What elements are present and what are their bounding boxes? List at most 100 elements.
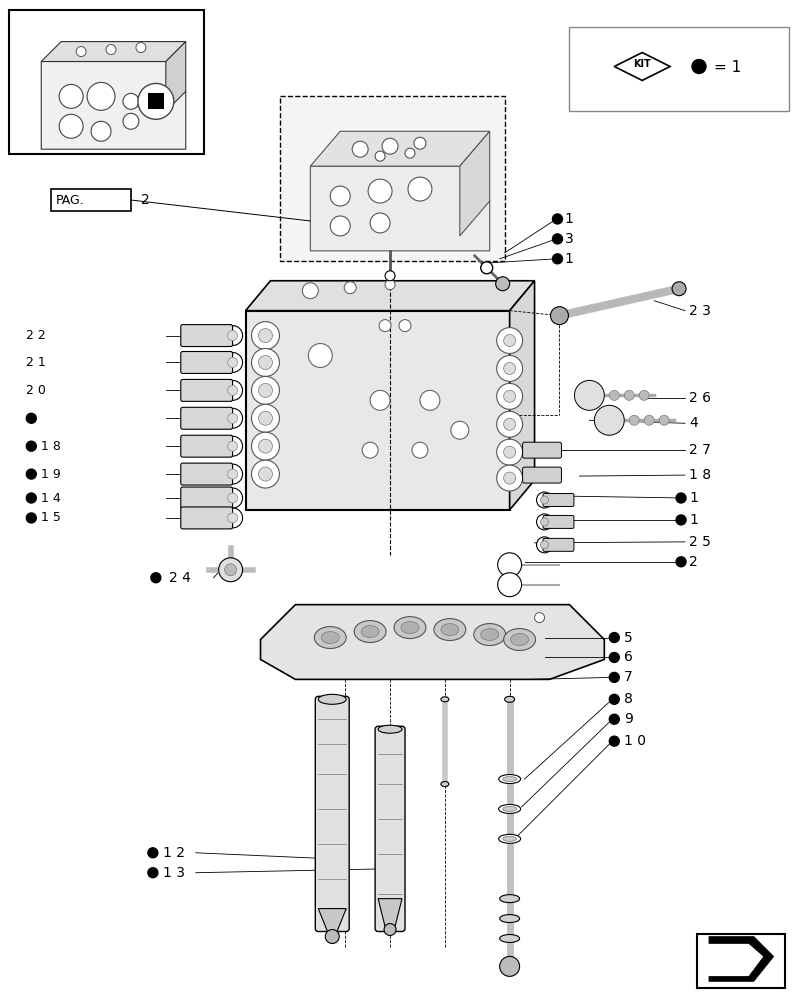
Ellipse shape (480, 629, 498, 641)
FancyBboxPatch shape (522, 442, 560, 458)
Circle shape (222, 436, 242, 456)
Circle shape (497, 573, 521, 597)
Circle shape (227, 513, 238, 523)
Circle shape (222, 488, 242, 508)
Ellipse shape (502, 806, 516, 811)
Circle shape (579, 385, 599, 405)
Circle shape (148, 868, 157, 878)
Circle shape (251, 404, 279, 432)
Circle shape (352, 141, 367, 157)
Circle shape (496, 383, 522, 409)
Circle shape (379, 320, 391, 332)
Circle shape (122, 93, 139, 109)
Circle shape (382, 138, 397, 154)
Polygon shape (310, 166, 489, 251)
Circle shape (407, 177, 431, 201)
Polygon shape (378, 899, 401, 927)
FancyBboxPatch shape (569, 27, 787, 111)
Polygon shape (509, 281, 534, 510)
FancyBboxPatch shape (280, 96, 504, 261)
Circle shape (330, 186, 350, 206)
FancyBboxPatch shape (148, 93, 164, 109)
Circle shape (503, 418, 515, 430)
Circle shape (638, 390, 648, 400)
Circle shape (76, 47, 86, 57)
Circle shape (480, 262, 492, 274)
Circle shape (643, 415, 654, 425)
FancyBboxPatch shape (181, 507, 232, 529)
Circle shape (414, 137, 426, 149)
FancyBboxPatch shape (543, 494, 573, 506)
Circle shape (384, 271, 394, 281)
FancyBboxPatch shape (543, 515, 573, 528)
Polygon shape (310, 131, 489, 166)
Circle shape (536, 537, 551, 553)
Circle shape (608, 714, 619, 724)
Circle shape (419, 390, 440, 410)
Circle shape (411, 442, 427, 458)
Ellipse shape (498, 775, 520, 784)
Ellipse shape (314, 627, 345, 648)
Ellipse shape (440, 782, 448, 787)
Text: 1: 1 (564, 252, 573, 266)
Ellipse shape (321, 632, 339, 644)
Text: 2 3: 2 3 (689, 304, 710, 318)
Polygon shape (614, 53, 669, 80)
Circle shape (26, 469, 36, 479)
Circle shape (608, 672, 619, 682)
Circle shape (222, 326, 242, 346)
Circle shape (536, 492, 551, 508)
Circle shape (227, 441, 238, 451)
FancyBboxPatch shape (375, 726, 405, 932)
Circle shape (308, 344, 332, 367)
Circle shape (495, 277, 509, 291)
Ellipse shape (473, 624, 505, 646)
Circle shape (550, 307, 568, 325)
Circle shape (676, 515, 685, 525)
Circle shape (151, 573, 161, 583)
Text: 1 5: 1 5 (41, 511, 61, 524)
Ellipse shape (499, 915, 519, 923)
Circle shape (503, 472, 515, 484)
FancyBboxPatch shape (522, 467, 560, 483)
Circle shape (594, 405, 624, 435)
Ellipse shape (503, 629, 535, 650)
Circle shape (26, 413, 36, 423)
Circle shape (59, 84, 83, 108)
Circle shape (227, 357, 238, 367)
Circle shape (691, 60, 705, 73)
Circle shape (258, 467, 272, 481)
Circle shape (624, 390, 633, 400)
Circle shape (325, 930, 339, 943)
FancyBboxPatch shape (696, 934, 783, 988)
Circle shape (672, 282, 685, 296)
Circle shape (608, 390, 619, 400)
Circle shape (551, 214, 562, 224)
Text: 6: 6 (624, 650, 633, 664)
Circle shape (599, 410, 619, 430)
Circle shape (370, 213, 389, 233)
Text: KIT: KIT (633, 59, 650, 69)
FancyBboxPatch shape (181, 463, 232, 485)
Text: 5: 5 (624, 631, 633, 645)
Ellipse shape (504, 696, 514, 702)
Circle shape (251, 322, 279, 350)
Circle shape (148, 848, 157, 858)
FancyBboxPatch shape (181, 487, 232, 509)
Circle shape (540, 496, 548, 504)
Circle shape (251, 460, 279, 488)
Polygon shape (459, 131, 489, 236)
Circle shape (222, 508, 242, 528)
Circle shape (251, 349, 279, 376)
Text: 8: 8 (624, 692, 633, 706)
Circle shape (26, 513, 36, 523)
Circle shape (384, 924, 396, 936)
Circle shape (370, 390, 389, 410)
Circle shape (503, 390, 515, 402)
Polygon shape (165, 42, 186, 111)
Text: 7: 7 (624, 670, 633, 684)
Ellipse shape (440, 624, 458, 636)
FancyBboxPatch shape (315, 696, 349, 932)
FancyBboxPatch shape (51, 189, 131, 211)
Text: PAG.: PAG. (56, 194, 85, 207)
